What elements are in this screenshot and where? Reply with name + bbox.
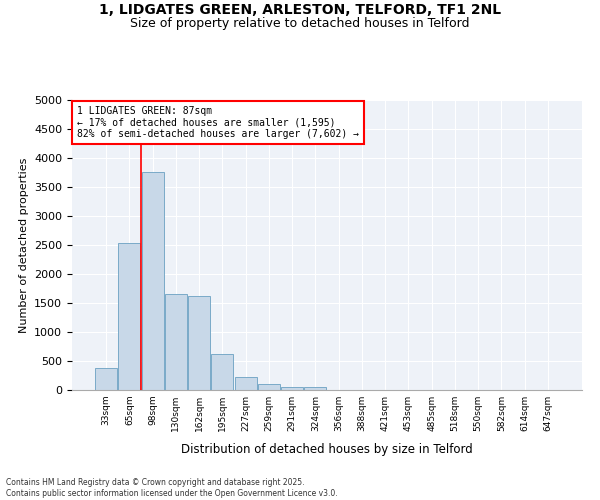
Bar: [95, 368, 117, 390]
Bar: [258, 384, 280, 390]
Bar: [188, 296, 210, 390]
Y-axis label: Number of detached properties: Number of detached properties: [19, 158, 29, 332]
Text: 1 LIDGATES GREEN: 87sqm
← 17% of detached houses are smaller (1,595)
82% of semi: 1 LIDGATES GREEN: 87sqm ← 17% of detache…: [77, 106, 359, 139]
Text: Size of property relative to detached houses in Telford: Size of property relative to detached ho…: [130, 18, 470, 30]
Bar: [304, 387, 326, 390]
Bar: [118, 244, 140, 390]
Bar: [235, 376, 257, 390]
Bar: [165, 294, 187, 390]
Bar: [142, 172, 164, 390]
Bar: [211, 354, 233, 390]
Text: Distribution of detached houses by size in Telford: Distribution of detached houses by size …: [181, 442, 473, 456]
Text: 1, LIDGATES GREEN, ARLESTON, TELFORD, TF1 2NL: 1, LIDGATES GREEN, ARLESTON, TELFORD, TF…: [99, 2, 501, 16]
Bar: [281, 386, 303, 390]
Text: Contains HM Land Registry data © Crown copyright and database right 2025.
Contai: Contains HM Land Registry data © Crown c…: [6, 478, 338, 498]
